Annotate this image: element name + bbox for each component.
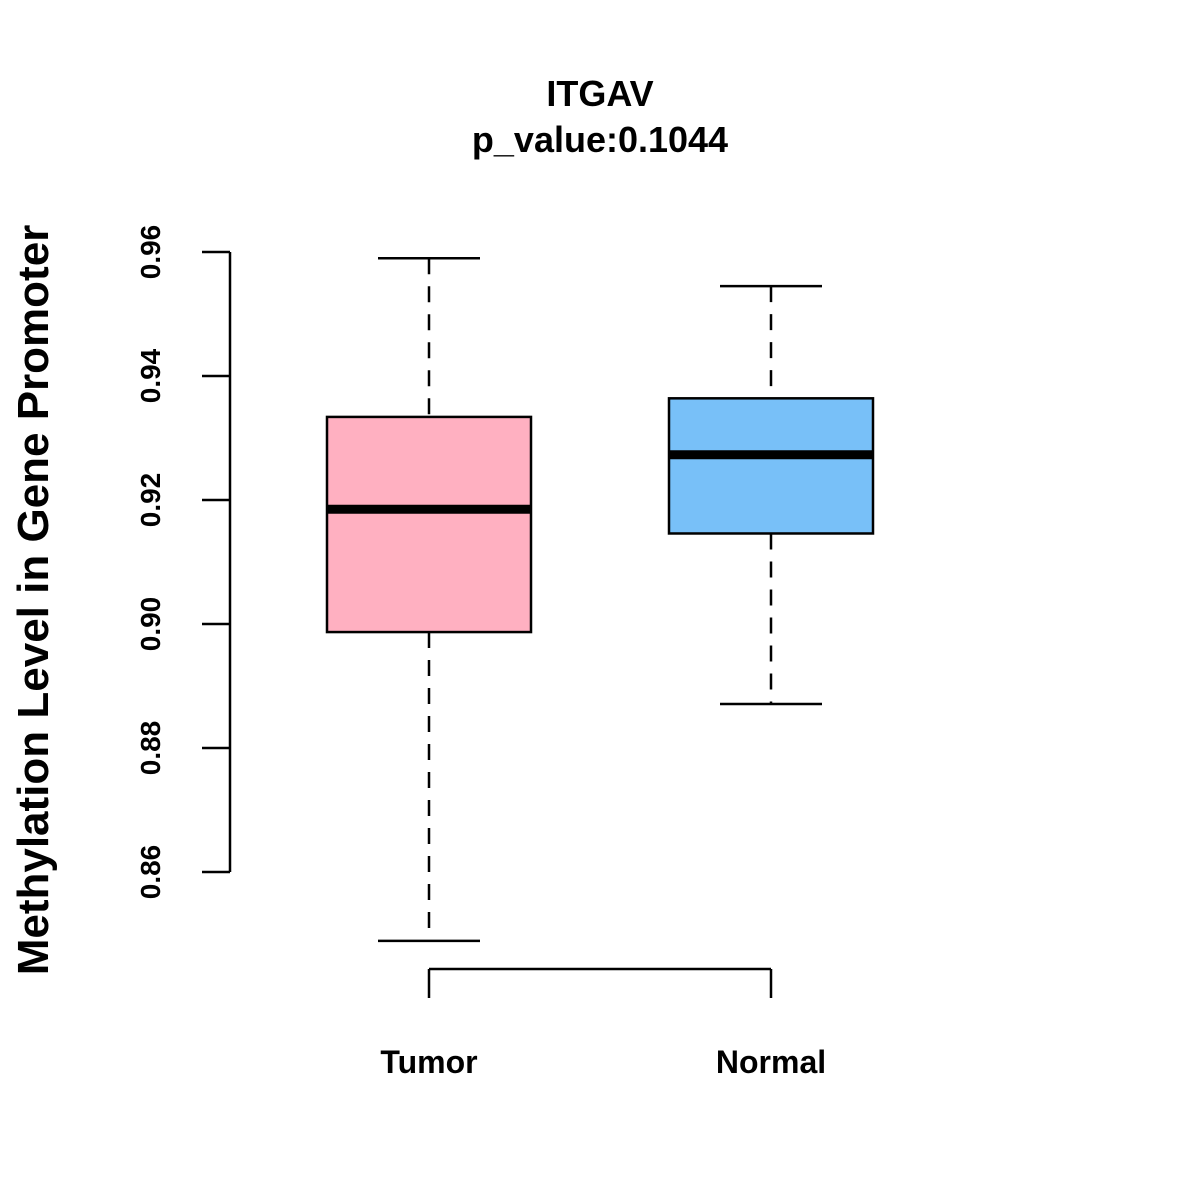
iqr-box [667,397,875,535]
y-tick-label: 0.88 [135,721,166,776]
chart-subtitle: p_value:0.1044 [472,119,728,160]
y-tick-label: 0.96 [135,225,166,280]
x-tick-label: Normal [716,1044,826,1080]
y-axis: 0.86 0.88 0.90 0.92 0.94 0.96 [135,225,232,900]
y-tick-label: 0.86 [135,845,166,900]
x-axis: Tumor Normal [380,967,826,1080]
boxes-group [325,256,875,943]
y-tick-label: 0.92 [135,473,166,528]
chart-title: ITGAV [546,73,653,114]
iqr-box [325,415,533,634]
box-normal [667,284,875,706]
x-tick-label: Tumor [380,1044,477,1080]
y-tick-label: 0.90 [135,597,166,652]
y-axis-label: Methylation Level in Gene Promoter [9,225,58,976]
box-tumor [325,256,533,943]
y-tick-label: 0.94 [135,348,166,403]
